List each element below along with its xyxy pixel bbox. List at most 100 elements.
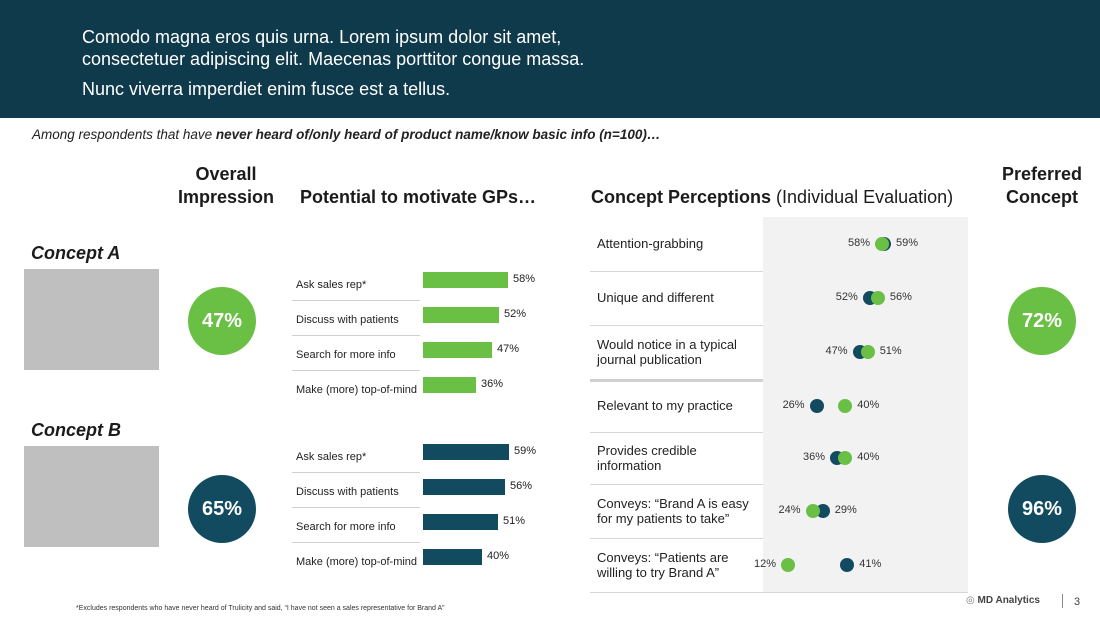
bar-value-label: 40% bbox=[487, 550, 510, 562]
perception-row: Conveys: “Brand A is easy for my patient… bbox=[590, 484, 968, 539]
perception-value-left: 58% bbox=[847, 237, 870, 249]
perception-label: Provides credible information bbox=[597, 443, 697, 473]
bar-label: Discuss with patients bbox=[296, 486, 399, 498]
bar bbox=[423, 272, 508, 288]
perception-value-right: 56% bbox=[889, 291, 912, 303]
overall-impression-heading: Overall Impression bbox=[170, 163, 282, 209]
header-text-line-3: Nunc viverra imperdiet enim fusce est a … bbox=[82, 79, 451, 99]
perceptions-heading: Concept Perceptions (Individual Evaluati… bbox=[591, 186, 953, 209]
preferred-concept-heading: Preferred Concept bbox=[990, 163, 1094, 209]
perception-value-right: 40% bbox=[857, 398, 880, 411]
perception-label: Conveys: “Patients are willing to try Br… bbox=[597, 550, 729, 580]
bar bbox=[423, 377, 476, 393]
footnote: *Excludes respondents who have never hea… bbox=[76, 605, 445, 612]
bar bbox=[423, 549, 482, 565]
concept-a-dot bbox=[805, 504, 820, 518]
bar-label: Make (more) top-of-mind bbox=[296, 556, 418, 568]
perception-row: Would notice in a typical journal public… bbox=[590, 325, 968, 382]
bar-label: Make (more) top-of-mind bbox=[296, 384, 418, 396]
page-number: 3 bbox=[1074, 596, 1081, 608]
preferred-heading-line-2: Concept bbox=[1006, 187, 1078, 207]
preferred-heading-line-1: Preferred bbox=[1001, 164, 1083, 184]
perception-row: Relevant to my practice bbox=[590, 379, 968, 433]
bar-row-divider bbox=[292, 472, 420, 473]
bar-row-divider bbox=[292, 370, 420, 371]
bar-value-label: 59% bbox=[514, 445, 537, 457]
concept-a-preferred-circle: 72% bbox=[1008, 287, 1076, 355]
perception-value-left: 47% bbox=[825, 345, 848, 357]
bar-row-divider bbox=[292, 542, 420, 543]
bar-value-label: 58% bbox=[513, 273, 536, 285]
perception-value-right: 51% bbox=[879, 345, 902, 357]
header-text-line-2: consectetuer adipiscing elit. Maecenas p… bbox=[82, 49, 585, 69]
perception-row-shade bbox=[763, 432, 968, 484]
perception-value-right: 29% bbox=[834, 504, 857, 516]
bar bbox=[423, 342, 492, 358]
logo-icon: ◎ bbox=[966, 595, 975, 606]
bar-label: Search for more info bbox=[296, 349, 396, 361]
perception-value-left: 26% bbox=[782, 398, 805, 411]
bar-value-label: 36% bbox=[481, 378, 504, 390]
overall-heading-line-1: Overall bbox=[195, 164, 257, 184]
bar bbox=[423, 479, 505, 495]
perception-value-left: 52% bbox=[835, 291, 858, 303]
bar-row-divider bbox=[292, 300, 420, 301]
concept-a-dot bbox=[838, 451, 853, 465]
concept-a-label: Concept A bbox=[31, 243, 121, 263]
perception-row-shade bbox=[763, 379, 968, 432]
perception-label: Unique and different bbox=[597, 290, 714, 305]
perception-value-left: 12% bbox=[753, 558, 776, 570]
concept-a-image bbox=[24, 269, 159, 370]
perception-label: Conveys: “Brand A is easy for my patient… bbox=[597, 496, 749, 526]
perception-label: Relevant to my practice bbox=[597, 397, 733, 413]
bar-label: Discuss with patients bbox=[296, 314, 399, 326]
perception-value-left: 36% bbox=[803, 451, 826, 463]
bar-label: Search for more info bbox=[296, 521, 396, 533]
bar-label: Ask sales rep* bbox=[296, 451, 367, 463]
bar-value-label: 51% bbox=[503, 515, 526, 527]
perception-row: Attention-grabbing bbox=[590, 217, 968, 272]
bar-row-divider bbox=[292, 507, 420, 508]
overall-heading-line-2: Impression bbox=[177, 187, 275, 207]
header-text-line-1: Comodo magna eros quis urna. Lorem ipsum… bbox=[82, 27, 562, 47]
concept-a-dot bbox=[875, 237, 889, 251]
logo-text: MD Analytics bbox=[977, 595, 1040, 606]
subtitle-prefix: Among respondents that have bbox=[32, 127, 216, 142]
bar bbox=[423, 514, 498, 530]
perceptions-heading-bold: Concept Perceptions bbox=[591, 187, 772, 207]
subtitle-bold: never heard of/only heard of product nam… bbox=[215, 127, 661, 142]
perception-label: Attention-grabbing bbox=[597, 236, 704, 251]
bar-value-label: 47% bbox=[497, 343, 520, 355]
perception-value-right: 41% bbox=[859, 558, 882, 570]
concept-b-dot bbox=[840, 558, 855, 572]
md-analytics-logo: ◎ MD Analytics bbox=[966, 595, 1040, 606]
perception-row-shade bbox=[763, 538, 968, 592]
concept-b-image bbox=[24, 446, 159, 547]
concept-b-overall-circle: 65% bbox=[188, 475, 256, 543]
concept-a-dot bbox=[838, 398, 853, 413]
concept-a-dot bbox=[860, 345, 875, 359]
concept-b-preferred-circle: 96% bbox=[1008, 475, 1076, 543]
concept-a-dot bbox=[870, 291, 885, 305]
footer-divider bbox=[1062, 594, 1063, 608]
perception-row: Conveys: “Patients are willing to try Br… bbox=[590, 538, 968, 593]
concept-a-overall-circle: 47% bbox=[188, 287, 256, 355]
bar-row-divider bbox=[292, 335, 420, 336]
perception-value-left: 24% bbox=[778, 504, 801, 516]
potential-heading: Potential to motivate GPs… bbox=[300, 187, 537, 207]
bar-value-label: 56% bbox=[510, 480, 533, 492]
perceptions-heading-normal: (Individual Evaluation) bbox=[771, 187, 954, 207]
header-banner: Comodo magna eros quis urna. Lorem ipsum… bbox=[0, 0, 1100, 118]
perception-row-shade bbox=[763, 484, 968, 538]
bar bbox=[423, 444, 509, 460]
bar-label: Ask sales rep* bbox=[296, 279, 367, 291]
perception-label: Would notice in a typical journal public… bbox=[597, 337, 737, 367]
perception-row: Provides credible information bbox=[590, 432, 968, 485]
perception-value-right: 59% bbox=[896, 237, 919, 249]
bar bbox=[423, 307, 499, 323]
perception-row-shade bbox=[763, 217, 968, 271]
concept-b-label: Concept B bbox=[31, 420, 121, 440]
bar-value-label: 52% bbox=[504, 308, 527, 320]
perception-value-right: 40% bbox=[857, 451, 880, 463]
concept-a-dot bbox=[781, 558, 795, 572]
